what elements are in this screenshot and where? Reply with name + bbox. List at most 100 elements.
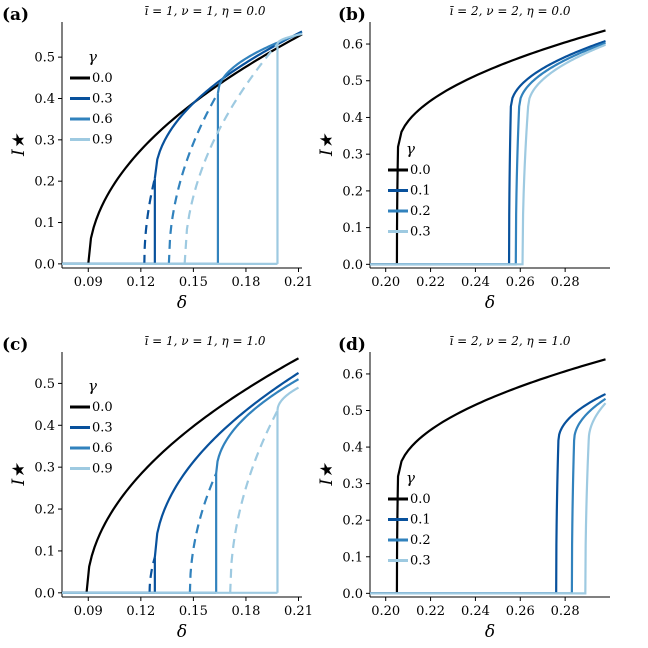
legend-entry: 0.1 bbox=[410, 184, 431, 199]
panel-1: 0.20 0.22 0.24 0.26 0.28 0.0 0.1 0.2 0.3 0.4 0.5 0.… bbox=[317, 4, 610, 313]
stable-branch bbox=[370, 393, 607, 595]
stable-branch bbox=[62, 33, 303, 265]
legend-entry: 0.0 bbox=[410, 492, 431, 507]
x-tick-label: 0.09 bbox=[74, 275, 103, 290]
x-tick-label: 0.28 bbox=[551, 275, 580, 290]
x-tick-label: 0.18 bbox=[231, 604, 260, 619]
legend-entry: 0.3 bbox=[410, 554, 431, 569]
y-tick-label: 0.5 bbox=[34, 377, 55, 392]
unstable-branch bbox=[143, 178, 156, 264]
stable-branch bbox=[370, 40, 606, 266]
panel-title: ī = 2, ν = 2, η = 0.0 bbox=[450, 4, 571, 18]
series-0-1 bbox=[370, 40, 606, 266]
legend: γ 0.0 0.3 0.6 0.9 bbox=[70, 48, 113, 148]
upper-branch bbox=[153, 372, 300, 558]
y-tick-label: 0.2 bbox=[342, 184, 363, 199]
legend-entry: 0.3 bbox=[410, 225, 431, 240]
x-tick-label: 0.12 bbox=[126, 604, 155, 619]
series-0-0 bbox=[370, 29, 606, 266]
y-tick-label: 0.3 bbox=[342, 148, 363, 163]
series-0-2 bbox=[370, 41, 606, 266]
y-tick-label: 0.0 bbox=[342, 587, 363, 602]
series-0-3 bbox=[370, 43, 606, 266]
x-axis-label: δ bbox=[485, 622, 495, 642]
panel-0: 0.09 0.12 0.15 0.18 0.21 0.0 0.1 0.2 0.3 0.4 0.5 δ I… bbox=[2, 4, 313, 313]
legend: γ 0.0 0.1 0.2 0.3 bbox=[388, 140, 431, 240]
panel-2: 0.09 0.12 0.15 0.18 0.21 0.0 0.1 0.2 0.3 0.4 0.5 δ I… bbox=[2, 334, 313, 642]
upper-branch bbox=[153, 30, 303, 179]
upper-branch bbox=[276, 386, 300, 411]
legend-entry: 0.9 bbox=[92, 133, 113, 148]
panel-title: ī = 1, ν = 1, η = 1.0 bbox=[145, 334, 266, 348]
stable-branch bbox=[370, 397, 607, 595]
stable-branch bbox=[370, 41, 606, 266]
x-tick-label: 0.22 bbox=[416, 275, 445, 290]
y-tick-label: 0.0 bbox=[342, 258, 363, 273]
stable-branch bbox=[62, 357, 300, 594]
y-tick-label: 0.1 bbox=[34, 216, 55, 231]
legend-entry: 0.2 bbox=[410, 533, 431, 548]
y-tick-label: 0.4 bbox=[342, 111, 363, 126]
unstable-branch bbox=[167, 92, 219, 264]
legend-entry: 0.1 bbox=[410, 513, 431, 528]
x-tick-label: 0.20 bbox=[371, 275, 400, 290]
legend-title: γ bbox=[88, 377, 97, 395]
x-tick-label: 0.18 bbox=[231, 275, 260, 290]
y-tick-label: 0.4 bbox=[34, 419, 55, 434]
panel-label: (a) bbox=[2, 5, 29, 25]
y-tick-label: 0.1 bbox=[34, 544, 55, 559]
x-axis-label: δ bbox=[485, 293, 495, 313]
series-0-3 bbox=[62, 30, 303, 265]
stable-branch bbox=[370, 43, 606, 266]
x-tick-label: 0.12 bbox=[126, 275, 155, 290]
y-axis-label: I★ bbox=[317, 462, 337, 487]
x-axis-label: δ bbox=[177, 293, 187, 313]
series-0-3 bbox=[370, 402, 607, 595]
y-tick-label: 0.2 bbox=[34, 175, 55, 190]
legend-entry: 0.9 bbox=[92, 462, 113, 477]
y-tick-label: 0.3 bbox=[342, 477, 363, 492]
legend: γ 0.0 0.1 0.2 0.3 bbox=[388, 469, 431, 569]
panel-title: ī = 1, ν = 1, η = 0.0 bbox=[145, 4, 266, 18]
x-tick-label: 0.26 bbox=[506, 275, 535, 290]
x-tick-label: 0.21 bbox=[284, 275, 313, 290]
series-0-9 bbox=[62, 32, 303, 265]
x-tick-label: 0.15 bbox=[179, 604, 208, 619]
y-tick-label: 0.5 bbox=[34, 51, 55, 66]
legend-title: γ bbox=[406, 140, 415, 158]
y-tick-label: 0.4 bbox=[34, 92, 55, 107]
legend-entry: 0.3 bbox=[92, 92, 113, 107]
legend-entry: 0.3 bbox=[92, 421, 113, 436]
legend-entry: 0.0 bbox=[410, 163, 431, 178]
series-0-9 bbox=[62, 386, 300, 594]
stable-branch bbox=[370, 29, 606, 266]
series-0-1 bbox=[370, 393, 607, 595]
x-tick-label: 0.21 bbox=[284, 604, 313, 619]
y-tick-label: 0.1 bbox=[342, 221, 363, 236]
y-tick-label: 0.6 bbox=[342, 367, 363, 382]
y-tick-label: 0.3 bbox=[34, 461, 55, 476]
upper-branch bbox=[215, 378, 300, 474]
legend-entry: 0.0 bbox=[92, 400, 113, 415]
stable-branch bbox=[370, 402, 607, 595]
panel-3: 0.20 0.22 0.24 0.26 0.28 0.0 0.1 0.2 0.3 0.4 0.5 0.… bbox=[317, 334, 610, 642]
x-tick-label: 0.09 bbox=[74, 604, 103, 619]
y-tick-label: 0.1 bbox=[342, 550, 363, 565]
y-tick-label: 0.2 bbox=[34, 503, 55, 518]
series-0-0 bbox=[62, 357, 300, 594]
legend-entry: 0.2 bbox=[410, 204, 431, 219]
x-axis-label: δ bbox=[177, 622, 187, 642]
unstable-branch bbox=[183, 43, 279, 264]
series-0-6 bbox=[62, 32, 303, 265]
y-tick-label: 0.3 bbox=[34, 133, 55, 148]
upper-branch bbox=[276, 32, 303, 45]
y-tick-label: 0.0 bbox=[34, 586, 55, 601]
x-tick-label: 0.26 bbox=[506, 604, 535, 619]
y-tick-label: 0.6 bbox=[342, 38, 363, 53]
panel-title: ī = 2, ν = 2, η = 1.0 bbox=[450, 334, 571, 348]
y-axis-label: I★ bbox=[9, 462, 29, 487]
x-tick-label: 0.15 bbox=[179, 275, 208, 290]
series-0-2 bbox=[370, 397, 607, 595]
panel-label: (c) bbox=[2, 335, 28, 355]
y-tick-label: 0.5 bbox=[342, 404, 363, 419]
